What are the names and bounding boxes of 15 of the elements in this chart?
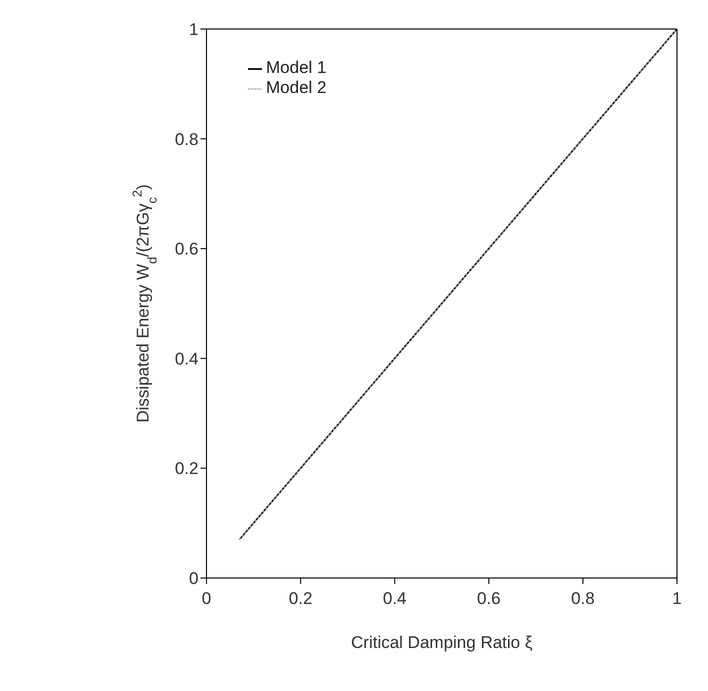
legend-label: Model 1: [266, 58, 326, 77]
legend-label: Model 2: [266, 78, 326, 97]
x-tick-label: 0.8: [571, 589, 595, 608]
y-tick-label: 0.6: [174, 240, 198, 259]
x-tick-label: 1: [672, 589, 682, 608]
x-tick-label: 0: [202, 589, 212, 608]
x-tick-label: 0.4: [382, 589, 407, 608]
y-tick-label: 0.4: [174, 349, 198, 368]
y-tick-label: 0.2: [174, 459, 198, 478]
x-axis-title: Critical Damping Ratio ξ: [351, 633, 533, 652]
x-tick-label: 0.2: [288, 589, 312, 608]
y-tick-label: 1: [189, 20, 198, 40]
x-tick-label: 0.6: [476, 589, 501, 608]
y-tick-label: 0: [189, 569, 198, 588]
y-tick-label: 0.8: [174, 130, 198, 149]
